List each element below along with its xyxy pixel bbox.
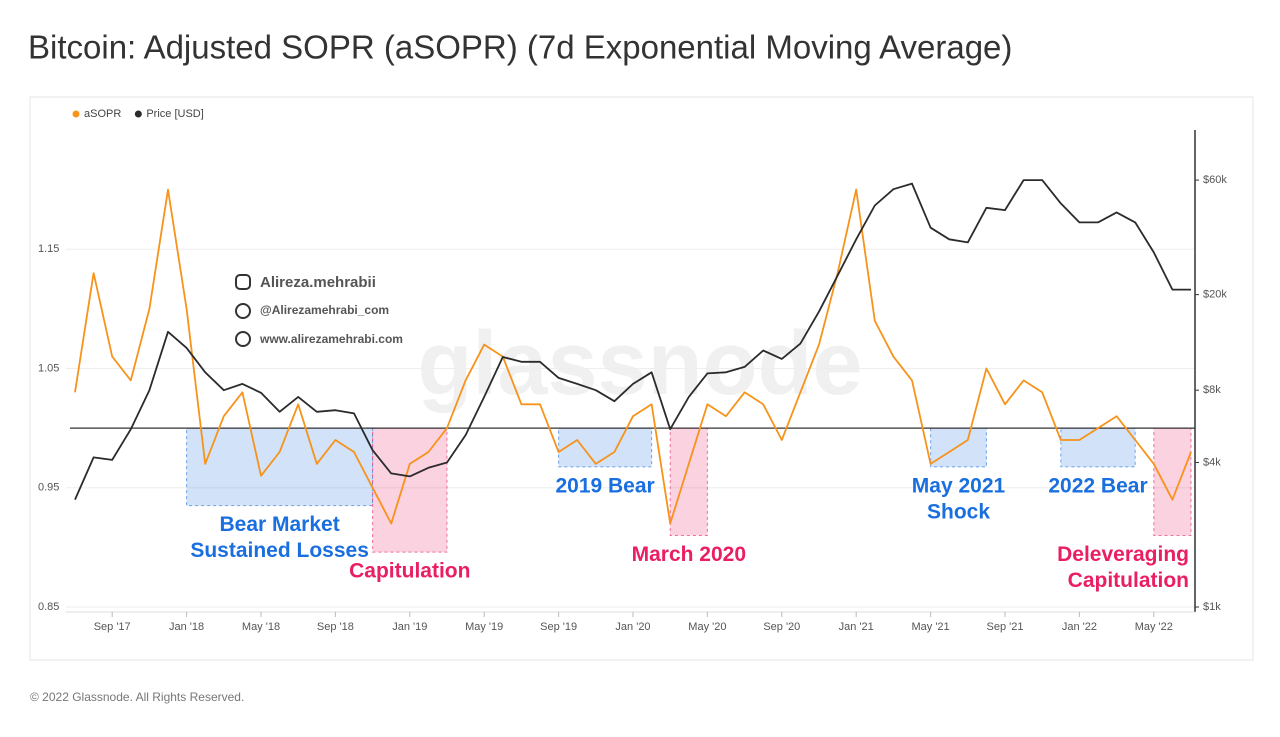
region-label: Bear Market — [219, 513, 339, 536]
y2-tick-label: $20k — [1203, 289, 1227, 301]
region-label: 2022 Bear — [1048, 474, 1147, 497]
legend-label: Price [USD] — [146, 108, 203, 120]
y-tick-label: 1.05 — [38, 362, 59, 374]
legend-swatch — [134, 110, 142, 118]
x-tick-label: Jan '21 — [839, 621, 874, 633]
region — [558, 427, 653, 468]
region-label: Capitulation — [349, 560, 470, 583]
y-tick-label: 0.85 — [38, 601, 59, 613]
region — [930, 427, 987, 468]
region-label: Capitulation — [1068, 569, 1189, 592]
region — [1060, 427, 1136, 468]
handles: Alireza.mehrabii @Alirezamehrabi_com www… — [235, 274, 403, 347]
x-tick-label: May '22 — [1135, 621, 1173, 633]
x-tick-label: Jan '18 — [169, 621, 204, 633]
region-label: Sustained Losses — [190, 539, 369, 562]
x-tick-label: Sep '20 — [763, 621, 800, 633]
region-label: Deleveraging — [1057, 543, 1189, 566]
x-tick-label: Sep '18 — [317, 621, 354, 633]
handle: www.alirezamehrabi.com — [259, 332, 403, 346]
x-tick-label: Sep '19 — [540, 621, 577, 633]
region-label: Shock — [927, 500, 990, 523]
icon — [235, 274, 251, 290]
handle: @Alirezamehrabi_com — [260, 303, 389, 317]
y2-tick-label: $8k — [1203, 384, 1221, 396]
y-tick-label: 0.95 — [38, 482, 59, 494]
x-tick-label: May '21 — [912, 621, 950, 633]
x-tick-label: May '20 — [688, 621, 726, 633]
region — [186, 427, 374, 507]
x-tick-label: Jan '19 — [392, 621, 427, 633]
footer: © 2022 Glassnode. All Rights Reserved. — [30, 690, 244, 704]
region — [669, 427, 708, 536]
x-tick-label: May '18 — [242, 621, 280, 633]
x-tick-label: Jan '22 — [1062, 621, 1097, 633]
y2-tick-label: $60k — [1203, 174, 1227, 186]
chart-title: Bitcoin: Adjusted SOPR (aSOPR) (7d Expon… — [28, 29, 1012, 66]
y-tick-label: 1.15 — [38, 243, 59, 255]
region-label: May 2021 — [912, 474, 1006, 497]
x-tick-label: Jan '20 — [615, 621, 650, 633]
icon — [235, 303, 251, 319]
x-tick-label: May '19 — [465, 621, 503, 633]
x-tick-label: Sep '21 — [987, 621, 1024, 633]
legend-label: aSOPR — [84, 108, 121, 120]
x-tick-label: Sep '17 — [94, 621, 131, 633]
region — [372, 427, 448, 553]
icon — [235, 331, 251, 347]
region-label: March 2020 — [632, 543, 746, 566]
region — [1153, 427, 1192, 536]
series-line — [74, 188, 1192, 525]
panel — [29, 96, 1254, 661]
y2-tick-label: $4k — [1203, 456, 1221, 468]
series-line — [74, 179, 1191, 500]
watermark: glassnode — [417, 314, 862, 414]
region-label: 2019 Bear — [555, 474, 654, 497]
handle: Alireza.mehrabii — [260, 274, 376, 291]
y2-tick-label: $1k — [1203, 601, 1221, 613]
legend-swatch — [72, 110, 80, 118]
